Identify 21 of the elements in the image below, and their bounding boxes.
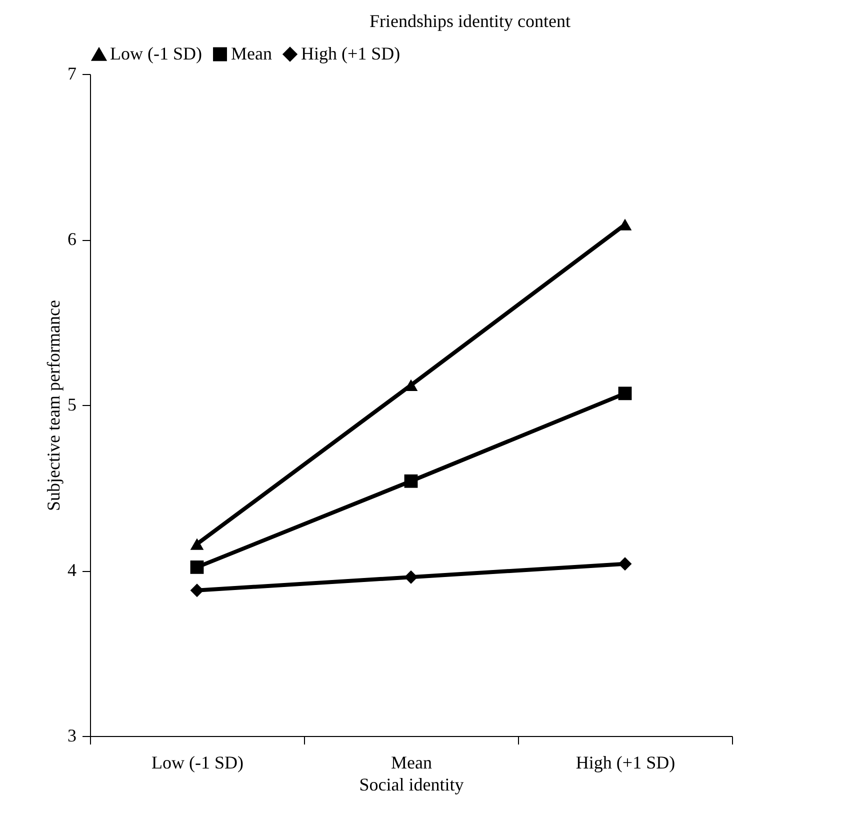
y-tick-label: 4 — [68, 560, 76, 580]
point — [404, 474, 418, 488]
x-axis-title: Social identity — [359, 774, 464, 794]
chart-title: Friendships identity content — [370, 11, 570, 31]
point — [190, 584, 204, 598]
legend-label: Low (-1 SD) — [110, 44, 202, 64]
x-tick-label: High (+1 SD) — [576, 752, 676, 772]
point — [190, 560, 204, 574]
y-tick-label: 5 — [68, 394, 76, 414]
x-tick-label: Low (-1 SD) — [152, 752, 244, 772]
x-tick-label: Mean — [391, 752, 432, 772]
y-tick-label: 7 — [68, 64, 76, 84]
point — [618, 557, 632, 571]
legend-label: High (+1 SD) — [301, 43, 400, 64]
point — [404, 570, 418, 584]
point — [190, 538, 204, 550]
y-tick-label: 3 — [68, 726, 76, 746]
y-tick-label: 6 — [68, 229, 76, 249]
legend-label: Mean — [231, 43, 272, 64]
y-axis-title: Subjective team performance — [44, 300, 64, 511]
point — [618, 386, 632, 400]
